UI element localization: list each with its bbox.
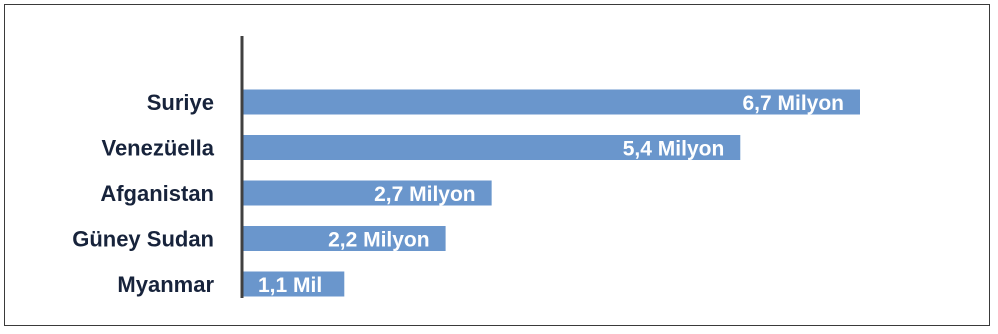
- bar-4: [243, 271, 345, 297]
- bar-3: [243, 226, 446, 251]
- value-label-1: 5,4 Milyon: [623, 138, 725, 161]
- chart-frame: [4, 4, 990, 326]
- category-label-2: Afganistan: [100, 181, 214, 206]
- bar-1: [243, 135, 741, 160]
- bars-group: [243, 89, 860, 297]
- category-label-3: Güney Sudan: [72, 227, 214, 252]
- category-label-1: Venezüella: [101, 136, 214, 161]
- value-labels: 6,7 Milyon 5,4 Milyon 2,7 Milyon 2,2 Milyon…: [258, 92, 844, 297]
- bar-2: [243, 180, 492, 206]
- value-label-2: 2,7 Milyon: [374, 183, 476, 206]
- bar-0: [243, 89, 860, 115]
- category-label-4: Myanmar: [117, 272, 214, 297]
- value-label-4: 1,1 Mil: [258, 274, 322, 297]
- value-label-3: 2,2 Milyon: [328, 229, 430, 252]
- value-label-0: 6,7 Milyon: [742, 92, 844, 115]
- category-label-0: Suriye: [147, 90, 214, 115]
- category-labels: Suriye Venezüella Afganistan Güney Sudan Mya…: [72, 90, 215, 297]
